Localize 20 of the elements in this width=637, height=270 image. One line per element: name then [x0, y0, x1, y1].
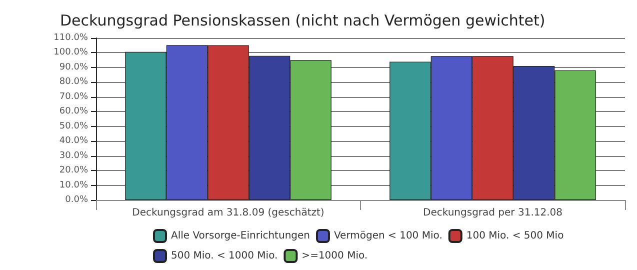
y-tick-label: 60.0%: [59, 106, 88, 117]
x-tick-label: Deckungsgrad am 31.8.09 (geschätzt): [132, 208, 324, 218]
y-tick-label: 10.0%: [59, 180, 88, 190]
y-tick-label: 90.0%: [59, 62, 88, 72]
y-tick-label: 110.0%: [54, 33, 88, 43]
chart-title: Deckungsgrad Pensionskassen (nicht nach Vermögen gewichtet): [60, 12, 546, 30]
y-tick-label: 70.0%: [59, 92, 88, 102]
y-tick-label: 0.0%: [65, 195, 88, 205]
legend-label: Alle Vorsorge-Einrichtungen: [171, 230, 310, 242]
x-tick-label: Deckungsgrad per 31.12.08: [422, 208, 563, 218]
y-tick-label: 80.0%: [59, 77, 88, 88]
y-tick-label: 40.0%: [59, 136, 88, 146]
legend-label: >=1000 Mio.: [302, 250, 368, 262]
legend-label: Vermögen < 100 Mio.: [334, 230, 442, 242]
y-tick-label: 50.0%: [59, 121, 88, 132]
legend-label: 100 Mio. < 500 Mio: [466, 230, 564, 242]
y-tick-label: 30.0%: [59, 150, 88, 161]
legend-label: 500 Mio. < 1000 Mio.: [171, 250, 278, 262]
y-tick-label: 100.0%: [54, 48, 88, 58]
y-tick-label: 20.0%: [59, 166, 88, 176]
